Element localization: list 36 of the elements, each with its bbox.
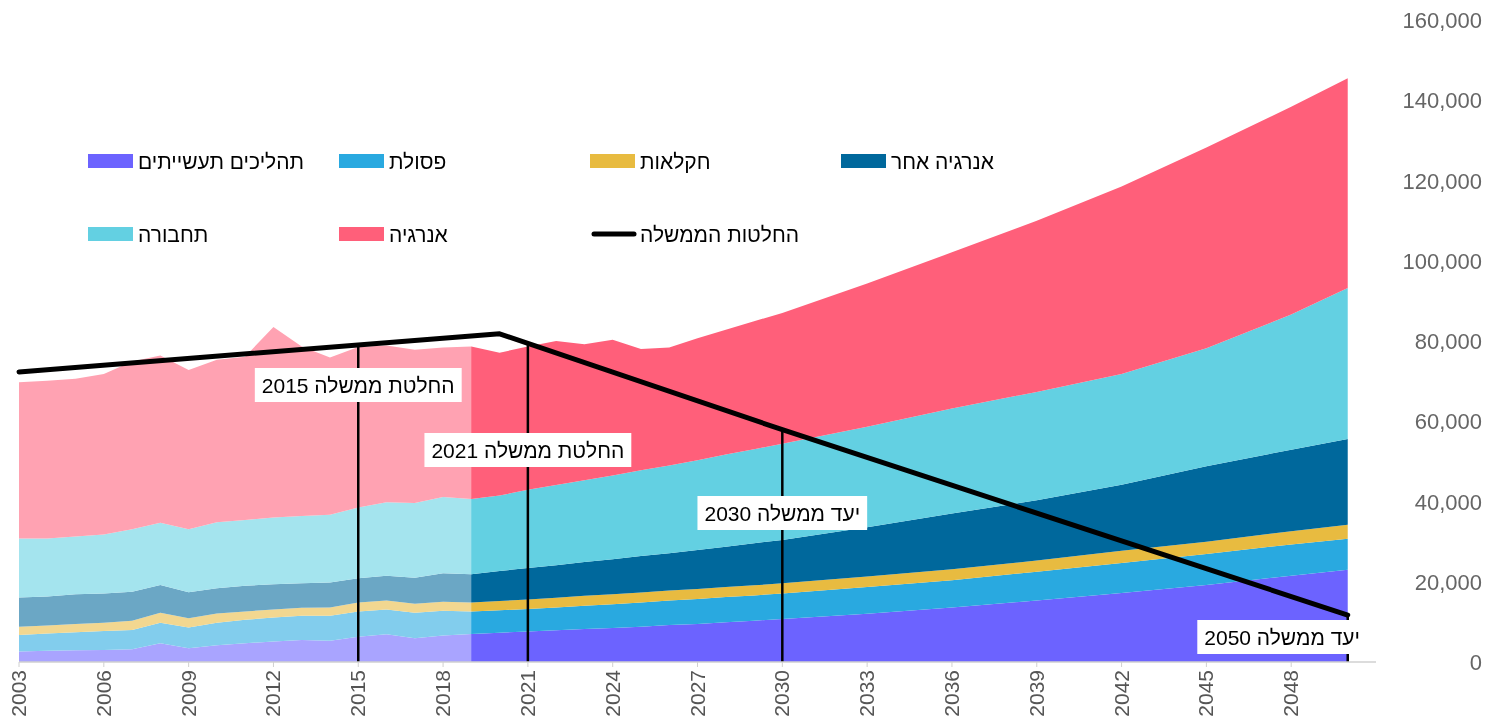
y-tick-label: 160,000: [1402, 8, 1482, 33]
y-tick-label: 140,000: [1402, 88, 1482, 114]
x-tick-label: 2042: [1109, 670, 1133, 717]
legend-label: אנרגיה אחר: [891, 150, 994, 173]
legend-label: פסולת: [389, 150, 447, 173]
x-tick-label: 2048: [1279, 670, 1303, 717]
y-tick-label: 100,000: [1402, 248, 1482, 274]
x-tick-label: 2030: [770, 670, 794, 717]
y-tick-label: 80,000: [1414, 329, 1482, 354]
x-tick-label: 2006: [91, 670, 115, 717]
y-tick-label: 20,000: [1414, 569, 1482, 595]
ref-line-label: יעד ממשלה 2030: [704, 502, 861, 525]
y-tick-label: 60,000: [1414, 409, 1482, 435]
x-tick-label: 2018: [431, 670, 455, 717]
y-tick-label: 120,000: [1402, 168, 1482, 194]
x-tick-label: 2033: [855, 670, 879, 717]
ref-line-label: יעד ממשלה 2050: [1204, 626, 1360, 649]
x-tick-label: 2024: [600, 669, 624, 717]
x-tick-label: 2045: [1194, 670, 1218, 717]
ref-line-label: החלטת ממשלה 2021: [431, 439, 625, 462]
y-tick-label: 40,000: [1414, 489, 1482, 515]
ref-line-label: החלטת ממשלה 2015: [261, 374, 455, 397]
legend-label: תהליכים תעשייתים: [138, 150, 305, 173]
legend-label: החלטות הממשלה: [640, 223, 800, 246]
y-tick-label: 0: [1469, 650, 1482, 675]
x-tick-label: 2039: [1024, 670, 1048, 717]
legend-label: חקלאות: [640, 150, 711, 173]
x-tick-label: 2036: [939, 670, 963, 717]
x-tick-label: 2003: [7, 670, 30, 717]
legend-label: תחבורה: [138, 223, 209, 246]
legend-label: אנרגיה: [389, 223, 448, 246]
x-tick-label: 2012: [261, 670, 285, 717]
x-tick-label: 2021: [515, 670, 539, 717]
x-tick-label: 2009: [176, 670, 200, 717]
x-tick-label: 2015: [346, 670, 370, 717]
x-tick-label: 2027: [685, 670, 709, 717]
